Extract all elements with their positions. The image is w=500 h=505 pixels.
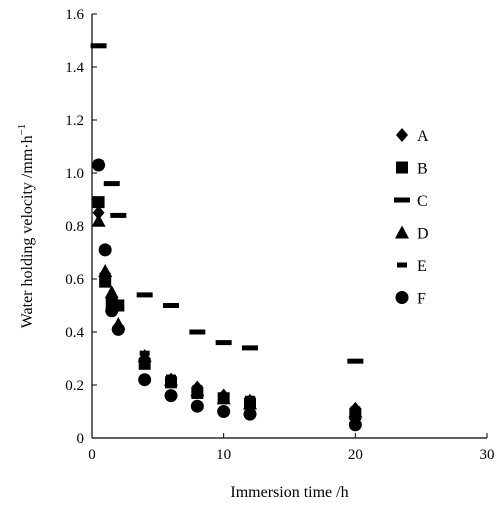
legend-label-C: C — [417, 193, 428, 210]
legend-marker-D — [395, 225, 409, 239]
point-B — [92, 196, 105, 209]
y-tick-label: 1.2 — [65, 113, 84, 129]
x-axis-label: Immersion time /h — [230, 484, 348, 501]
point-E — [166, 374, 176, 380]
series-F — [92, 158, 362, 432]
point-E — [350, 406, 361, 412]
y-tick-label: 1.6 — [65, 7, 84, 23]
legend-label-B: B — [417, 161, 428, 178]
point-F — [111, 322, 125, 336]
point-C — [242, 345, 258, 351]
series-B — [92, 196, 362, 421]
legend-marker-E — [397, 262, 407, 268]
y-tick-label: 1.0 — [65, 166, 84, 182]
point-F — [164, 389, 178, 403]
legend-label-D: D — [417, 226, 429, 243]
series-E — [93, 159, 361, 412]
point-D — [98, 264, 113, 278]
point-F — [217, 405, 231, 418]
x-ticks: 0 10 20 30 — [88, 433, 495, 463]
y-axis-label: Water holding velocity /mm·h−1 — [16, 124, 36, 329]
point-F — [138, 373, 152, 387]
y-tick-label: 0.2 — [65, 378, 84, 394]
y-tick-label: 0.4 — [65, 325, 84, 341]
legend-marker-A — [396, 128, 408, 142]
point-F — [92, 158, 106, 172]
data-points — [90, 43, 364, 432]
point-F — [243, 407, 257, 421]
legend-label-F: F — [417, 291, 426, 308]
point-E — [106, 295, 117, 301]
x-tick-label: 20 — [348, 447, 363, 463]
point-F — [348, 418, 362, 432]
point-C — [90, 43, 107, 49]
point-C — [163, 303, 179, 308]
point-E — [113, 303, 124, 308]
series-D — [91, 213, 363, 418]
point-C — [215, 340, 232, 346]
series-C — [90, 43, 364, 364]
point-D — [243, 396, 257, 410]
point-E — [218, 395, 229, 401]
x-tick-label: 10 — [216, 447, 231, 463]
y-axis-label-superscript: −1 — [16, 124, 28, 136]
y-tick-label: 0.6 — [65, 272, 84, 288]
point-A — [92, 205, 105, 220]
point-F — [190, 399, 204, 413]
point-C — [347, 358, 364, 364]
legend-marker-C — [394, 197, 410, 203]
legend-label-E: E — [417, 258, 427, 275]
point-C — [110, 212, 127, 218]
x-tick-label: 30 — [480, 447, 495, 463]
legend-label-A: A — [417, 128, 429, 145]
point-F — [105, 304, 119, 318]
y-ticks: 0 0.2 0.4 0.6 0.8 1.0 1.2 1.4 1.6 — [65, 7, 97, 447]
legend-marker-F — [395, 291, 409, 304]
point-C — [189, 329, 206, 335]
point-C — [136, 292, 153, 298]
point-D — [104, 285, 119, 299]
y-tick-label: 0 — [77, 431, 85, 447]
point-E — [192, 385, 203, 391]
point-C — [103, 181, 120, 187]
point-E — [139, 350, 150, 356]
series-A — [92, 205, 362, 416]
point-D — [91, 213, 106, 227]
y-tick-label: 1.4 — [65, 60, 84, 76]
point-E — [245, 395, 255, 401]
y-tick-label: 0.8 — [65, 219, 84, 235]
legend-marker-B — [396, 161, 408, 174]
x-tick-label: 0 — [88, 447, 96, 463]
point-F — [98, 243, 112, 257]
y-axis-label-main: Water holding velocity /mm·h — [19, 135, 36, 328]
point-E — [100, 281, 111, 287]
